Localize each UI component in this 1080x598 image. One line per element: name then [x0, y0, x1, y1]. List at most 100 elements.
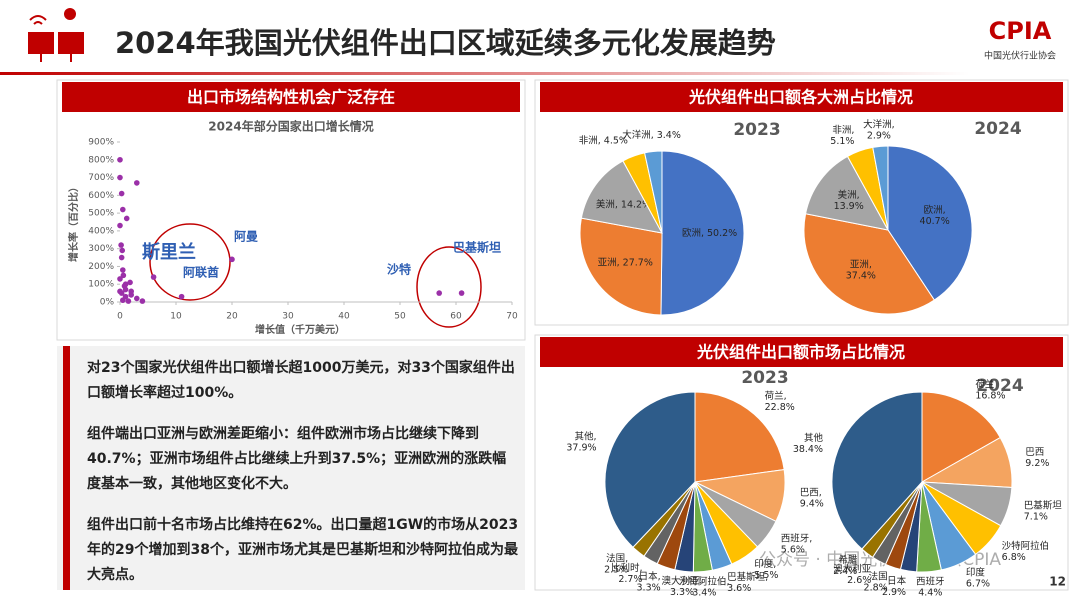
annotation: 巴基斯坦	[453, 240, 501, 255]
pie-slice	[580, 160, 663, 234]
x-tick-label: 30	[282, 312, 294, 322]
slice-label: 5.5%	[754, 570, 778, 581]
x-axis-label: 增长值（千万美元）	[255, 323, 345, 336]
note: 组件端出口亚洲与欧洲差距缩小：组件欧洲市场占比继续下降到40.7%；亚洲市场组件…	[87, 426, 507, 492]
highlight-ellipse	[149, 223, 231, 301]
slice-label: 2.6%	[847, 575, 871, 586]
panel-title: 光伏组件出口额市场占比情况	[696, 343, 905, 362]
slice-label: 9.4%	[800, 499, 824, 510]
slice-label: 美洲,	[838, 189, 860, 201]
scatter-point	[120, 272, 127, 279]
slice-label: 印度,	[754, 558, 776, 570]
scatter-point	[123, 215, 130, 222]
scatter-point	[118, 190, 125, 197]
scatter-point	[117, 276, 123, 282]
x-tick-label: 50	[394, 312, 406, 322]
slice-label: 2.8%	[864, 582, 888, 593]
scatter-point	[134, 180, 140, 186]
slice-label: 日本	[887, 575, 907, 587]
x-tick-label: 70	[506, 312, 518, 322]
pie-slice	[694, 391, 785, 483]
slice-label: 22.8%	[765, 402, 795, 413]
pie-title: 2023	[733, 120, 780, 140]
x-tick-label: 40	[338, 312, 350, 322]
logo-subtitle: 中国光伏行业协会	[984, 50, 1056, 62]
y-tick-label: 600%	[88, 191, 114, 201]
pie-slice	[831, 391, 923, 550]
slice-label: 非洲, 4.5%	[579, 135, 628, 147]
slice-label: 2.9%	[867, 130, 891, 141]
slice-label: 大洋洲,	[863, 118, 895, 130]
slice-label: 法国,	[606, 552, 628, 564]
slice-label: 3.3%	[637, 582, 661, 593]
pie-slice	[872, 145, 889, 231]
pie-slice	[579, 217, 663, 316]
slice-label: 3.4%	[692, 588, 716, 598]
annotation: 阿曼	[234, 230, 258, 244]
slice-label: 澳大利亚	[833, 563, 872, 575]
scatter-point	[229, 256, 235, 263]
slice-label: 2.4%	[833, 566, 857, 577]
slice-label: 欧洲,	[924, 204, 946, 216]
page-title: 2024年我国光伏组件出口区域延续多元化发展趋势	[115, 26, 776, 60]
scatter-point	[118, 254, 125, 261]
y-tick-label: 700%	[88, 173, 114, 183]
panel-title: 光伏组件出口额各大洲占比情况	[688, 88, 913, 107]
slice-label: 3.3%	[670, 587, 694, 598]
scatter-point	[118, 242, 124, 248]
scatter-point	[120, 206, 126, 213]
slice-label: 印度	[966, 566, 986, 578]
scatter-point	[128, 288, 134, 295]
annotation: 斯里兰	[142, 241, 196, 263]
scatter-point	[120, 267, 126, 273]
y-tick-label: 300%	[88, 244, 114, 254]
x-tick-label: 60	[450, 312, 462, 322]
x-tick-label: 10	[170, 312, 182, 322]
slice-label: 4.4%	[918, 588, 942, 598]
scatter-point	[436, 290, 443, 296]
scatter-point	[178, 293, 185, 300]
note: 组件出口前十名市场占比维持在62%。出口量超1GW的市场从2023年的29个增加…	[87, 517, 519, 583]
slice-label: 3.6%	[727, 583, 751, 594]
slice-label: 6.7%	[966, 578, 990, 589]
slice-label: 16.8%	[975, 390, 1005, 401]
slice-label: 亚洲, 27.7%	[598, 258, 653, 269]
notes-box: 对23个国家光伏组件出口额增长超1000万美元，对33个国家组件出口额增长率超过…	[57, 346, 525, 590]
pie-slice	[644, 150, 663, 234]
scatter-point	[117, 174, 123, 181]
slice-label: 欧洲, 50.2%	[682, 227, 737, 239]
pie-title: 2024	[974, 119, 1021, 139]
slice-label: 亚洲,	[850, 259, 872, 270]
pie-title: 2024	[976, 376, 1023, 396]
scatter-point	[117, 222, 123, 229]
slice-label: 沙特阿拉伯	[1002, 540, 1050, 552]
pie-slice	[921, 391, 1001, 483]
pie-slice	[660, 150, 745, 316]
slice-label: 37.9%	[566, 443, 596, 454]
x-tick-label: 20	[226, 312, 238, 322]
slice-label: 西班牙,	[781, 532, 813, 544]
y-tick-label: 200%	[88, 262, 114, 272]
highlight-ellipse	[416, 246, 482, 328]
slice-label: 37.4%	[846, 270, 876, 281]
scatter-point	[134, 295, 140, 302]
slice-label: 2.5%	[604, 564, 628, 575]
panel-header	[540, 82, 1063, 112]
scatter-point	[122, 281, 129, 288]
slice-label: 其他,	[575, 431, 597, 443]
y-tick-label: 0%	[100, 298, 115, 308]
pie-slice	[805, 155, 889, 231]
panel-header	[62, 82, 520, 112]
slice-label: 6.8%	[1002, 552, 1026, 563]
slice-label: 40.7%	[920, 216, 950, 227]
slice-label: 5.6%	[781, 544, 805, 555]
pie-slice	[604, 391, 696, 548]
scatter-point	[117, 288, 123, 295]
slice-label: 7.1%	[1024, 512, 1048, 523]
scatter-point	[150, 274, 157, 280]
scatter-point	[125, 298, 132, 304]
slice-label: 9.2%	[1025, 458, 1049, 469]
slice-label: 比利时,	[611, 562, 643, 574]
